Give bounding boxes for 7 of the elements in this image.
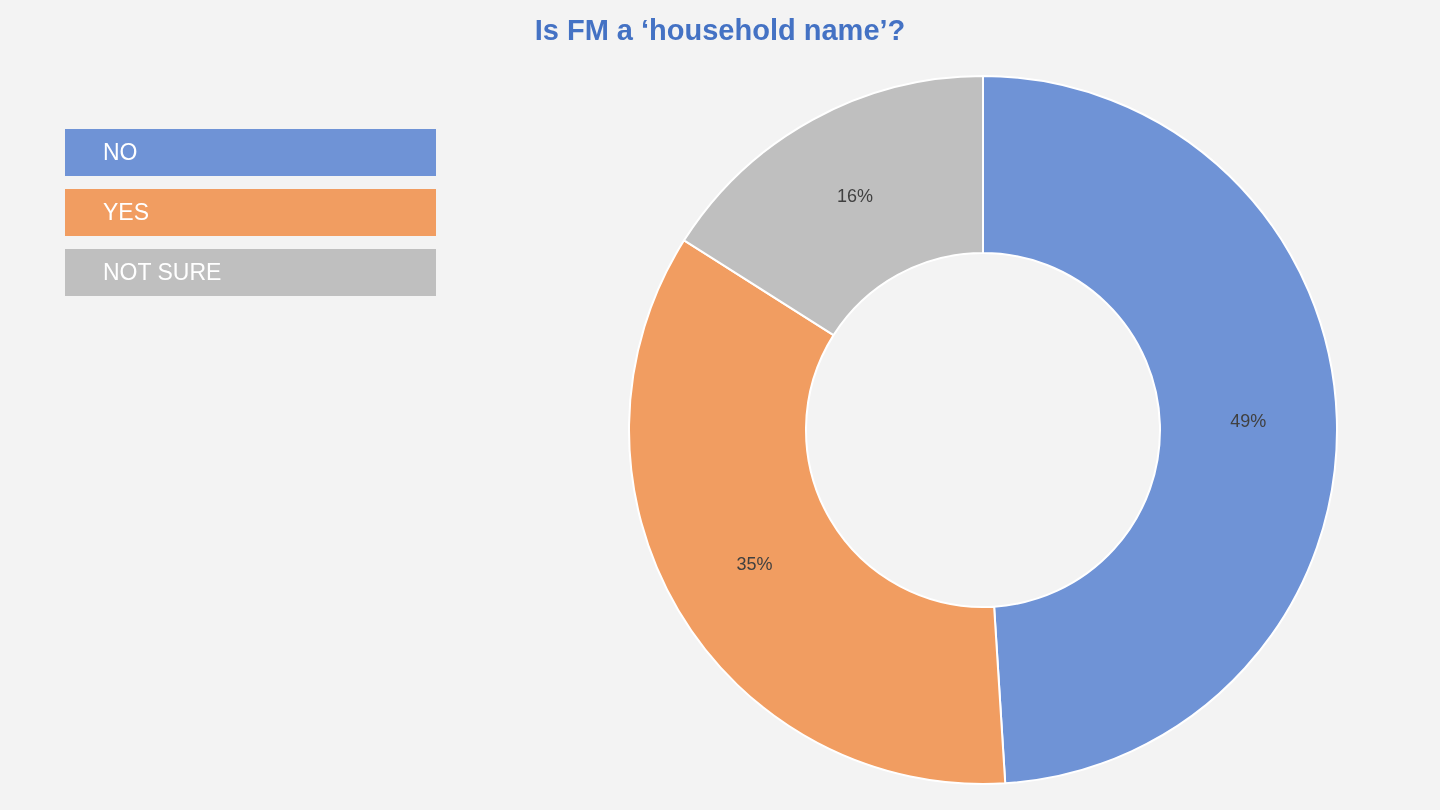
data-label: 35%	[736, 554, 773, 575]
legend-label: NO	[103, 138, 138, 167]
data-label: 49%	[1230, 410, 1267, 431]
legend-label: NOT SURE	[103, 258, 222, 287]
chart-title: Is FM a ‘household name’?	[533, 14, 907, 47]
legend-label: YES	[103, 198, 150, 227]
data-label: 16%	[837, 186, 874, 207]
